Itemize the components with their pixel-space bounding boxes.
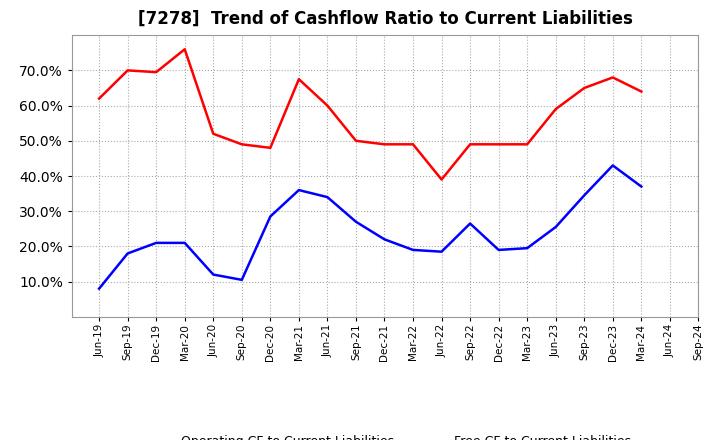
Operating CF to Current Liabilities [608, 75, 617, 80]
Legend: Operating CF to Current Liabilities, Free CF to Current Liabilities: Operating CF to Current Liabilities, Fre… [135, 430, 636, 440]
Free CF to Current Liabilities [466, 221, 474, 226]
Title: [7278]  Trend of Cashflow Ratio to Current Liabilities: [7278] Trend of Cashflow Ratio to Curren… [138, 10, 633, 28]
Free CF to Current Liabilities [266, 214, 274, 219]
Free CF to Current Liabilities [437, 249, 446, 254]
Free CF to Current Liabilities [580, 193, 588, 198]
Free CF to Current Liabilities [409, 247, 418, 253]
Operating CF to Current Liabilities [95, 96, 104, 101]
Line: Operating CF to Current Liabilities: Operating CF to Current Liabilities [99, 49, 642, 180]
Free CF to Current Liabilities [238, 277, 246, 282]
Operating CF to Current Liabilities [523, 142, 531, 147]
Free CF to Current Liabilities [495, 247, 503, 253]
Free CF to Current Liabilities [181, 240, 189, 246]
Operating CF to Current Liabilities [294, 77, 303, 82]
Operating CF to Current Liabilities [437, 177, 446, 182]
Operating CF to Current Liabilities [380, 142, 389, 147]
Operating CF to Current Liabilities [409, 142, 418, 147]
Free CF to Current Liabilities [608, 163, 617, 168]
Free CF to Current Liabilities [323, 194, 332, 200]
Operating CF to Current Liabilities [123, 68, 132, 73]
Operating CF to Current Liabilities [580, 85, 588, 91]
Free CF to Current Liabilities [95, 286, 104, 291]
Operating CF to Current Liabilities [209, 131, 217, 136]
Operating CF to Current Liabilities [181, 47, 189, 52]
Operating CF to Current Liabilities [637, 89, 646, 94]
Operating CF to Current Liabilities [266, 145, 274, 150]
Free CF to Current Liabilities [123, 251, 132, 256]
Free CF to Current Liabilities [209, 272, 217, 277]
Free CF to Current Liabilities [351, 219, 360, 224]
Operating CF to Current Liabilities [323, 103, 332, 108]
Free CF to Current Liabilities [294, 187, 303, 193]
Free CF to Current Liabilities [380, 237, 389, 242]
Operating CF to Current Liabilities [351, 138, 360, 143]
Free CF to Current Liabilities [552, 224, 560, 230]
Operating CF to Current Liabilities [552, 106, 560, 112]
Operating CF to Current Liabilities [495, 142, 503, 147]
Operating CF to Current Liabilities [152, 70, 161, 75]
Operating CF to Current Liabilities [238, 142, 246, 147]
Line: Free CF to Current Liabilities: Free CF to Current Liabilities [99, 165, 642, 289]
Operating CF to Current Liabilities [466, 142, 474, 147]
Free CF to Current Liabilities [523, 246, 531, 251]
Free CF to Current Liabilities [152, 240, 161, 246]
Free CF to Current Liabilities [637, 184, 646, 189]
